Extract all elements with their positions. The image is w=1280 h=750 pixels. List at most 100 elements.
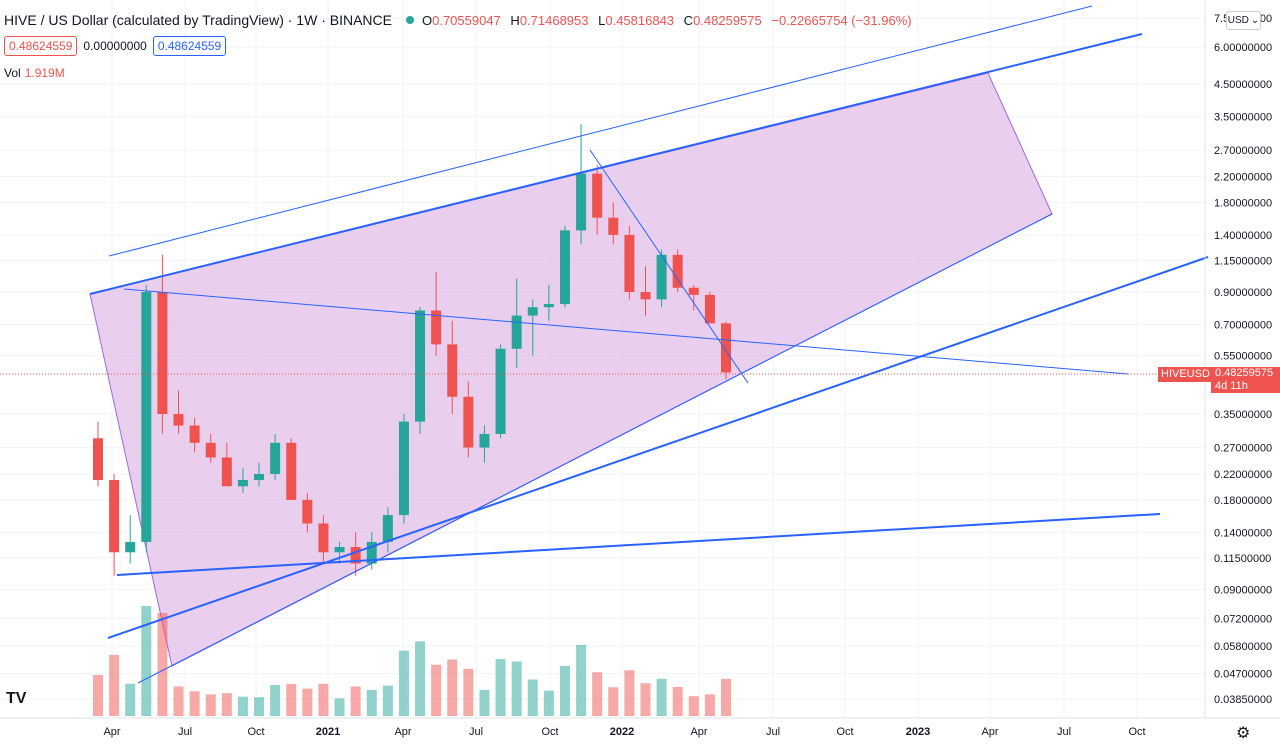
open-value: 0.70559047 <box>432 12 501 28</box>
tradingview-logo[interactable]: TV <box>6 690 27 707</box>
volume-bar <box>366 689 377 716</box>
volume-bar <box>640 683 651 716</box>
candle-body <box>559 230 570 305</box>
time-tick-label: Apr <box>981 726 998 738</box>
volume-bar <box>704 694 715 716</box>
volume-bar <box>672 687 683 716</box>
candle-body <box>237 479 248 487</box>
price-tick-label: 0.22000000 <box>1214 469 1272 481</box>
upper-channel-line <box>108 5 1093 257</box>
price-tick-label: 0.05800000 <box>1214 641 1272 653</box>
volume-bar <box>173 686 184 716</box>
price-tick-label: 4.50000000 <box>1214 79 1272 91</box>
volume-bar <box>576 644 587 716</box>
candle-body <box>254 473 265 480</box>
volume-bar <box>157 612 168 716</box>
last-price-label: 0.48259575 <box>1215 367 1274 379</box>
symbol-title[interactable]: HIVE / US Dollar (calculated by TradingV… <box>4 12 392 28</box>
candle-body <box>624 234 635 292</box>
volume-bar <box>318 683 329 716</box>
time-tick-label: Oct <box>1128 726 1145 738</box>
price-tick-label: 0.04700000 <box>1214 668 1272 680</box>
price-tick-label: 0.70000000 <box>1214 319 1272 331</box>
time-tick-label: Jul <box>766 726 780 738</box>
ohlc-values: O0.70559047 H0.71468953 L0.45816843 C0.4… <box>421 12 912 28</box>
symbol-legend: HIVE / US Dollar (calculated by TradingV… <box>4 9 912 31</box>
price-tick-label: 3.50000000 <box>1214 112 1272 124</box>
candle-body <box>318 523 329 553</box>
price-axis: 7.500000006.000000004.500000003.50000000… <box>1214 13 1272 706</box>
price-tick-label: 0.90000000 <box>1214 287 1272 299</box>
candle-body <box>157 292 168 414</box>
gear-icon[interactable]: ⚙ <box>1236 725 1251 742</box>
volume-bar <box>624 670 635 716</box>
volume-bar <box>334 698 345 716</box>
down-trend-line <box>589 149 749 384</box>
currency-selector[interactable]: USD ⌄ <box>1226 11 1261 30</box>
volume-bar <box>415 641 426 716</box>
volume-bar <box>254 697 265 716</box>
time-tick-label: 2021 <box>316 726 340 738</box>
candle-body <box>608 217 619 235</box>
price-tick-label: 0.18000000 <box>1214 495 1272 507</box>
volume-bar <box>608 687 619 716</box>
candle-body <box>721 323 731 373</box>
candle-body <box>125 541 136 553</box>
volume-bar <box>656 678 667 716</box>
candle-body <box>398 421 409 516</box>
price-tick-label: 0.07200000 <box>1214 613 1272 625</box>
volume-bar <box>109 654 120 716</box>
price-tick-label: 0.14000000 <box>1214 527 1272 539</box>
change-value: −0.22665754 (−31.96%) <box>771 12 912 28</box>
candle-body <box>221 457 232 487</box>
close-value: 0.48259575 <box>693 12 762 28</box>
volume-bar <box>431 664 442 716</box>
price-tick-label: 2.70000000 <box>1214 145 1272 157</box>
time-tick-label: Oct <box>541 726 558 738</box>
candle-body <box>109 479 120 553</box>
volume-legend: Vol 1.919M <box>4 66 65 80</box>
descending-line <box>123 288 1129 375</box>
volume-bar <box>463 668 474 716</box>
market-open-dot-icon <box>405 16 414 24</box>
spread-value: 0.00000000 <box>83 39 147 53</box>
candle-body <box>93 438 103 480</box>
volume-bar <box>398 650 409 716</box>
lower-wedge-edge <box>137 213 1053 684</box>
symbol-price-tag: HIVEUSD <box>1158 367 1213 382</box>
time-tick-label: Jul <box>1057 726 1071 738</box>
high-value: 0.71468953 <box>519 12 589 28</box>
candles <box>93 124 731 576</box>
price-tick-label: 6.00000000 <box>1214 42 1272 54</box>
candle-body <box>672 254 683 288</box>
bid-price-box[interactable]: 0.48624559 <box>4 36 78 56</box>
volume-bar <box>495 659 506 716</box>
volume-bars <box>93 606 731 716</box>
time-tick-label: Apr <box>690 726 707 738</box>
volume-bar <box>559 665 570 716</box>
time-tick-label: Apr <box>394 726 411 738</box>
volume-bar <box>302 688 313 716</box>
candle-body <box>479 433 490 448</box>
low-value: 0.45816843 <box>605 12 675 28</box>
candle-body <box>431 310 442 345</box>
candle-body <box>640 292 651 300</box>
candle-body <box>189 425 200 443</box>
candle-body <box>270 442 281 474</box>
price-tick-label: 0.09000000 <box>1214 584 1272 596</box>
candle-body <box>704 294 715 324</box>
rising-wedge-top <box>89 33 1143 295</box>
price-tick-label: 1.15000000 <box>1214 255 1272 267</box>
candle-body <box>141 292 152 542</box>
trend-lines <box>89 5 1209 684</box>
price-tick-label: 1.80000000 <box>1214 197 1272 209</box>
price-tick-label: 0.27000000 <box>1214 443 1272 455</box>
lower-support-line <box>107 256 1209 639</box>
ask-price-box[interactable]: 0.48624559 <box>152 36 227 56</box>
candle-body <box>688 287 699 295</box>
candle-body <box>286 442 297 500</box>
candle-body <box>447 344 458 397</box>
volume-bar <box>286 683 297 716</box>
time-tick-label: Oct <box>836 726 853 738</box>
